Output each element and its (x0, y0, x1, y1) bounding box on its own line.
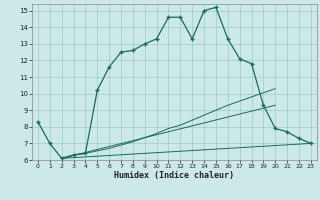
X-axis label: Humidex (Indice chaleur): Humidex (Indice chaleur) (115, 171, 234, 180)
